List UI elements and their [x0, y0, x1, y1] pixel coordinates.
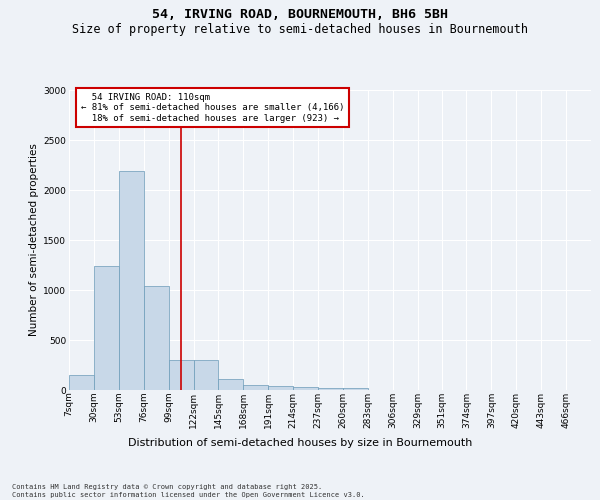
Bar [244, 384, 268, 390]
Bar [94, 266, 119, 390]
Bar [69, 375, 94, 390]
Bar [218, 379, 244, 390]
Text: Contains HM Land Registry data © Crown copyright and database right 2025.
Contai: Contains HM Land Registry data © Crown c… [12, 484, 365, 498]
Bar [194, 360, 218, 390]
Text: 54 IRVING ROAD: 110sqm
← 81% of semi-detached houses are smaller (4,166)
  18% o: 54 IRVING ROAD: 110sqm ← 81% of semi-det… [81, 93, 344, 123]
Bar [119, 171, 144, 390]
Text: Size of property relative to semi-detached houses in Bournemouth: Size of property relative to semi-detach… [72, 22, 528, 36]
Bar [318, 388, 343, 390]
Text: 54, IRVING ROAD, BOURNEMOUTH, BH6 5BH: 54, IRVING ROAD, BOURNEMOUTH, BH6 5BH [152, 8, 448, 20]
Bar [268, 386, 293, 390]
Bar [169, 360, 194, 390]
Bar [343, 388, 368, 390]
Bar [144, 286, 169, 390]
Bar [293, 387, 318, 390]
Y-axis label: Number of semi-detached properties: Number of semi-detached properties [29, 144, 39, 336]
Text: Distribution of semi-detached houses by size in Bournemouth: Distribution of semi-detached houses by … [128, 438, 472, 448]
